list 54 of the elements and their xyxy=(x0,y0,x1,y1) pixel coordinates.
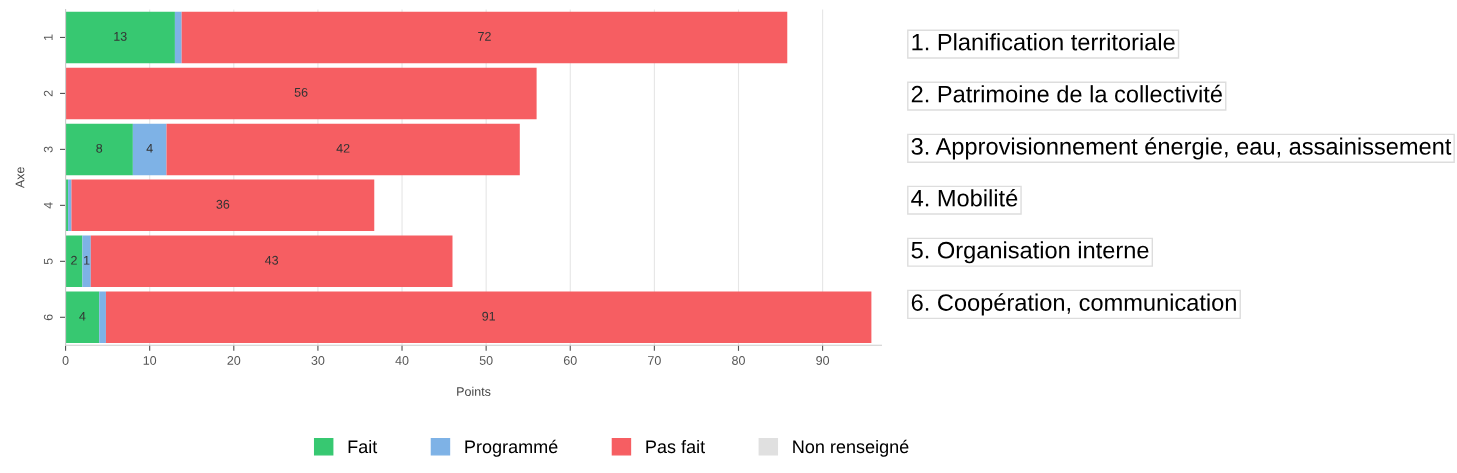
x-tick-label: 10 xyxy=(143,356,157,365)
y-tick-label: 3 xyxy=(43,146,53,153)
bar xyxy=(65,67,537,120)
text: 4. Mobilité xyxy=(911,188,1018,207)
x-tick-label: 20 xyxy=(227,356,241,365)
data-label: 2 xyxy=(71,255,77,265)
x-tick-label: 80 xyxy=(732,356,745,365)
bar xyxy=(65,11,175,64)
bar xyxy=(65,235,83,288)
y-tick-label: 6 xyxy=(43,314,53,321)
y-tick-label: 4 xyxy=(43,202,53,209)
x-tick-label: 50 xyxy=(479,356,493,365)
bar xyxy=(99,291,106,344)
legend-label: Fait xyxy=(348,439,378,454)
legend-label: Pas fait xyxy=(646,439,705,454)
bar xyxy=(174,11,182,64)
bar xyxy=(65,123,133,176)
bar xyxy=(65,291,100,344)
bar xyxy=(71,179,375,232)
data-label: 8 xyxy=(96,143,103,153)
x-tick-label: 0 xyxy=(62,356,69,365)
data-label: 72 xyxy=(478,31,491,41)
bar xyxy=(166,123,520,176)
data-label: 1 xyxy=(84,255,90,265)
data-label: 42 xyxy=(336,143,350,153)
x-tick-label: 40 xyxy=(395,356,409,365)
data-label: 36 xyxy=(216,199,230,209)
bar xyxy=(132,123,167,176)
bar xyxy=(90,235,453,288)
y-tick-label: 2 xyxy=(43,90,53,97)
x-tick-label: 70 xyxy=(648,356,661,365)
data-label: 91 xyxy=(482,311,496,321)
data-label: 4 xyxy=(79,311,86,321)
bar xyxy=(105,291,872,344)
y-axis-title: Axe xyxy=(15,167,25,189)
text: 1. Planification territoriale xyxy=(912,33,1175,51)
legend-label: Programmé xyxy=(465,439,558,457)
text: 2. Patrimoine de la collectivité xyxy=(911,84,1222,103)
x-tick-label: 90 xyxy=(816,356,830,365)
data-label: 56 xyxy=(294,87,308,97)
bar xyxy=(181,11,788,64)
y-tick-label: 5 xyxy=(43,258,53,265)
legend-label: Non renseigné xyxy=(793,439,909,457)
data-label: 4 xyxy=(146,144,153,153)
x-axis-title: Points xyxy=(457,386,491,396)
data-label: 43 xyxy=(264,255,279,265)
text: 6. Coopération, communication xyxy=(911,293,1236,316)
text: 5. Organisation interne xyxy=(911,241,1149,264)
data-label: 13 xyxy=(114,31,127,41)
x-tick-label: 60 xyxy=(563,356,577,365)
y-tick-label: 1 xyxy=(43,34,53,40)
bar xyxy=(82,235,91,288)
x-tick-label: 30 xyxy=(311,356,325,365)
text: 3. Approvisionnement énergie, eau, assainissement xyxy=(911,137,1452,160)
